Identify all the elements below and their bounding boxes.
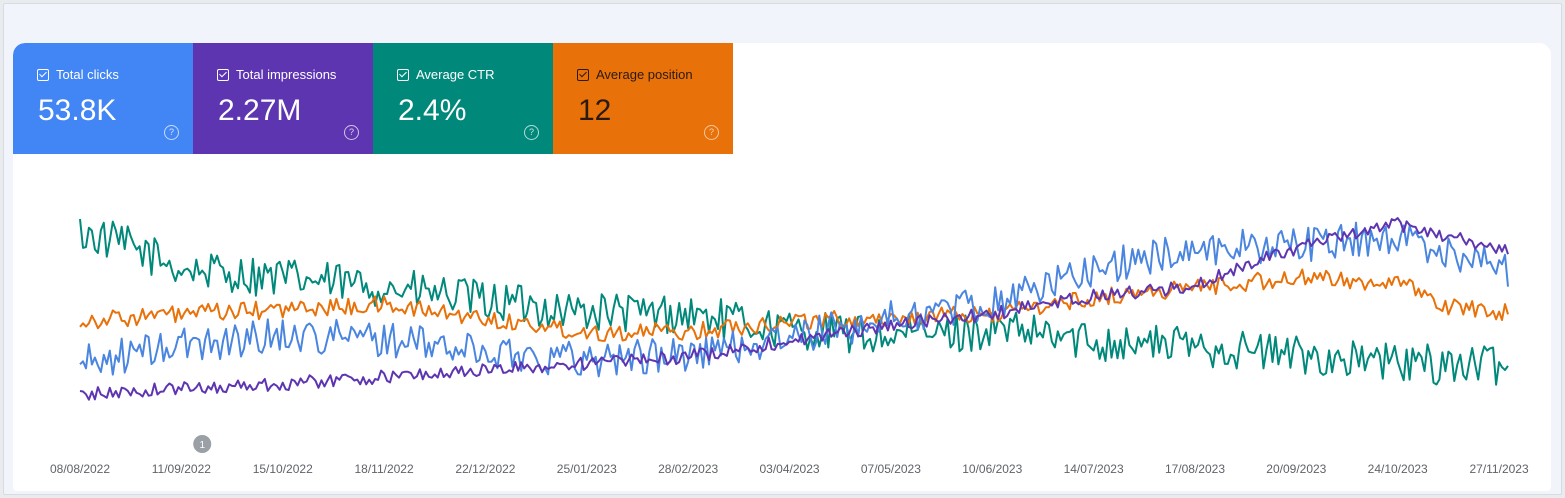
x-tick-label: 07/05/2023 xyxy=(861,462,921,476)
metric-label: Average CTR xyxy=(416,67,495,82)
metric-value: 2.4% xyxy=(398,94,467,127)
checkbox-checked-icon[interactable] xyxy=(577,69,589,81)
x-axis-ticks: 08/08/2022 11/09/2022 15/10/2022 18/11/2022… xyxy=(50,462,1529,476)
x-tick-label: 17/08/2023 xyxy=(1165,462,1225,476)
x-tick-label: 14/07/2023 xyxy=(1064,462,1124,476)
x-tick-label: 22/12/2022 xyxy=(455,462,515,476)
metric-value: 12 xyxy=(578,94,612,127)
metric-card-average-position[interactable]: Average position 12 ? xyxy=(553,43,733,154)
series-line-0 xyxy=(79,218,1509,386)
metric-label: Average position xyxy=(596,67,693,82)
checkbox-checked-icon[interactable] xyxy=(397,69,409,81)
help-icon[interactable]: ? xyxy=(704,125,719,140)
x-tick-label: 08/08/2022 xyxy=(50,462,110,476)
x-tick-label: 15/10/2022 xyxy=(253,462,313,476)
metric-card-average-ctr[interactable]: Average CTR 2.4% ? xyxy=(373,43,553,154)
checkbox-checked-icon[interactable] xyxy=(217,69,229,81)
series-line-1 xyxy=(79,268,1509,342)
help-icon[interactable]: ? xyxy=(524,125,539,140)
series-layer xyxy=(79,217,1509,401)
metric-label: Total impressions xyxy=(236,67,337,82)
x-tick-label: 28/02/2023 xyxy=(658,462,718,476)
performance-report-frame: Total clicks 53.8K ? Total impressions 2… xyxy=(3,3,1562,495)
x-tick-label: 10/06/2023 xyxy=(962,462,1022,476)
checkbox-checked-icon[interactable] xyxy=(37,69,49,81)
annotation-badge[interactable] xyxy=(193,435,212,453)
metric-label: Total clicks xyxy=(56,67,119,82)
x-tick-label: 20/09/2023 xyxy=(1266,462,1326,476)
x-tick-label: 27/11/2023 xyxy=(1469,462,1528,476)
metric-card-total-clicks[interactable]: Total clicks 53.8K ? xyxy=(13,43,193,154)
help-icon[interactable]: ? xyxy=(344,125,359,140)
metric-value: 53.8K xyxy=(38,94,117,127)
metric-selector: Total clicks 53.8K ? Total impressions 2… xyxy=(13,43,733,154)
performance-line-chart: 1 08/08/2022 11/09/2022 15/10/2022 18/11/20… xyxy=(50,217,1529,476)
help-icon[interactable]: ? xyxy=(164,125,179,140)
performance-chart-panel: Total clicks 53.8K ? Total impressions 2… xyxy=(13,43,1551,491)
metric-card-total-impressions[interactable]: Total impressions 2.27M ? xyxy=(193,43,373,154)
x-tick-label: 25/01/2023 xyxy=(557,462,617,476)
series-line-3 xyxy=(79,217,1509,401)
metric-value: 2.27M xyxy=(218,94,302,127)
x-tick-label: 24/10/2023 xyxy=(1368,462,1428,476)
x-tick-label: 11/09/2022 xyxy=(152,462,211,476)
x-tick-label: 18/11/2022 xyxy=(354,462,413,476)
x-tick-label: 03/04/2023 xyxy=(759,462,819,476)
annotation-label: 1 xyxy=(199,440,205,451)
annotation-marker[interactable]: 1 xyxy=(193,435,212,453)
series-line-2 xyxy=(79,221,1509,378)
